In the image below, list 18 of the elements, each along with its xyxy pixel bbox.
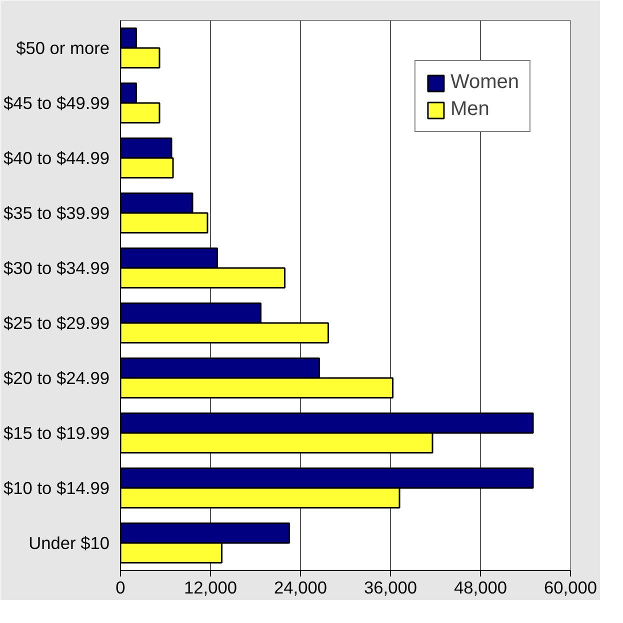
y-tick-label: $35 to $39.99 — [4, 203, 110, 223]
y-tick-label: $50 or more — [16, 38, 110, 58]
y-tick-label: $40 to $44.99 — [4, 148, 110, 168]
x-tick-label: 12,000 — [184, 578, 237, 598]
y-tick-label: Under $10 — [28, 533, 110, 553]
x-tick-label: 24,000 — [274, 578, 327, 598]
y-tick-label: $25 to $29.99 — [4, 313, 110, 333]
x-tick-label: 36,000 — [364, 578, 417, 598]
y-tick-label: $20 to $24.99 — [4, 368, 110, 388]
x-tick-label: 0 — [116, 578, 126, 598]
legend-label: Men — [450, 98, 490, 121]
y-tick-label: $30 to $34.99 — [4, 258, 110, 278]
x-tick-label: 60,000 — [544, 578, 597, 598]
y-tick-label: $10 to $14.99 — [4, 478, 110, 498]
legend-label: Women — [450, 71, 519, 94]
y-tick-label: $45 to $49.99 — [4, 93, 110, 113]
y-tick-label: $15 to $19.99 — [4, 423, 110, 443]
x-tick-label: 48,000 — [454, 578, 507, 598]
